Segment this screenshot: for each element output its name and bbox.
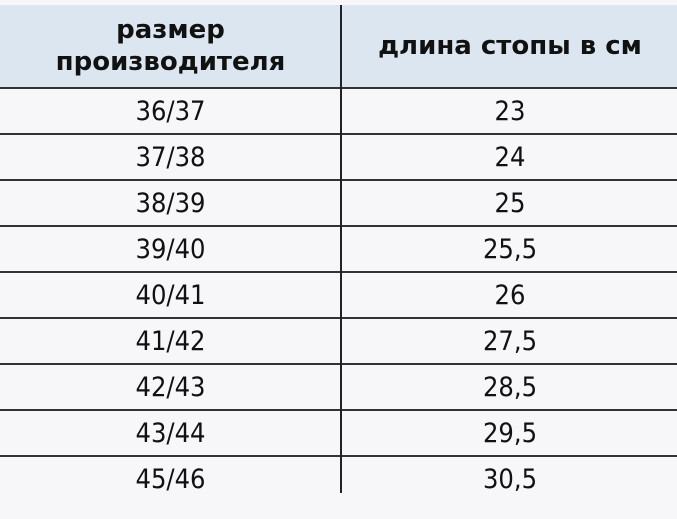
column-divider [340,5,342,493]
table-row: 45/46 30,5 [0,455,677,501]
table-row: 38/39 25 [0,179,677,225]
header-foot-length: длина стопы в см [378,31,642,61]
table-row: 42/43 28,5 [0,363,677,409]
foot-length-cell: 28,5 [482,371,538,403]
manufacturer-size-cell: 43/44 [135,417,206,449]
table-row: 36/37 23 [0,87,677,133]
manufacturer-size-cell: 39/40 [135,233,206,265]
header-manufacturer-size: размер производителя [55,15,286,77]
manufacturer-size-cell: 42/43 [135,371,206,403]
manufacturer-size-cell: 40/41 [135,279,206,311]
manufacturer-size-cell: 41/42 [135,325,206,357]
foot-length-cell: 25,5 [482,233,538,265]
foot-length-cell: 24 [494,141,526,173]
manufacturer-size-cell: 38/39 [135,187,206,219]
foot-length-cell: 25 [494,187,526,219]
table-row: 37/38 24 [0,133,677,179]
foot-length-cell: 23 [494,95,526,127]
foot-length-cell: 30,5 [482,463,538,495]
manufacturer-size-cell: 37/38 [135,141,206,173]
table-row: 43/44 29,5 [0,409,677,455]
table-row: 41/42 27,5 [0,317,677,363]
foot-length-cell: 29,5 [482,417,538,449]
foot-length-cell: 27,5 [482,325,538,357]
table-header: размер производителя длина стопы в см [0,5,677,87]
foot-length-cell: 26 [494,279,526,311]
manufacturer-size-cell: 36/37 [135,95,206,127]
table-row: 40/41 26 [0,271,677,317]
table-row: 39/40 25,5 [0,225,677,271]
manufacturer-size-cell: 45/46 [135,463,206,495]
